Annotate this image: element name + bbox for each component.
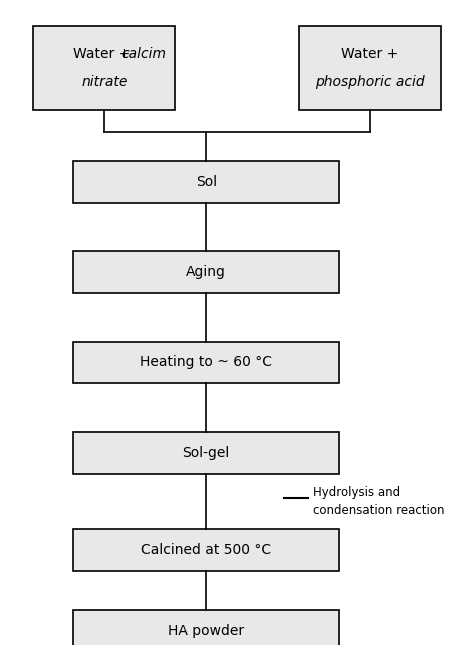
- FancyBboxPatch shape: [73, 529, 339, 571]
- Text: Aging: Aging: [186, 265, 226, 279]
- Text: calcim: calcim: [121, 46, 166, 61]
- FancyBboxPatch shape: [73, 432, 339, 473]
- Text: Hydrolysis and
condensation reaction: Hydrolysis and condensation reaction: [313, 486, 444, 517]
- Text: Sol: Sol: [196, 175, 217, 189]
- Text: Water +: Water +: [73, 46, 135, 61]
- Text: HA powder: HA powder: [168, 624, 244, 638]
- Text: Sol-gel: Sol-gel: [182, 446, 230, 460]
- Text: Water +: Water +: [341, 46, 398, 61]
- FancyBboxPatch shape: [73, 610, 339, 645]
- Text: Calcined at 500 °C: Calcined at 500 °C: [141, 542, 271, 557]
- FancyBboxPatch shape: [299, 26, 441, 110]
- FancyBboxPatch shape: [73, 342, 339, 383]
- FancyBboxPatch shape: [33, 26, 175, 110]
- Text: nitrate: nitrate: [81, 75, 128, 89]
- Text: Heating to ~ 60 °C: Heating to ~ 60 °C: [140, 355, 272, 370]
- Text: phosphoric acid: phosphoric acid: [315, 75, 425, 89]
- FancyBboxPatch shape: [73, 161, 339, 203]
- FancyBboxPatch shape: [73, 251, 339, 293]
